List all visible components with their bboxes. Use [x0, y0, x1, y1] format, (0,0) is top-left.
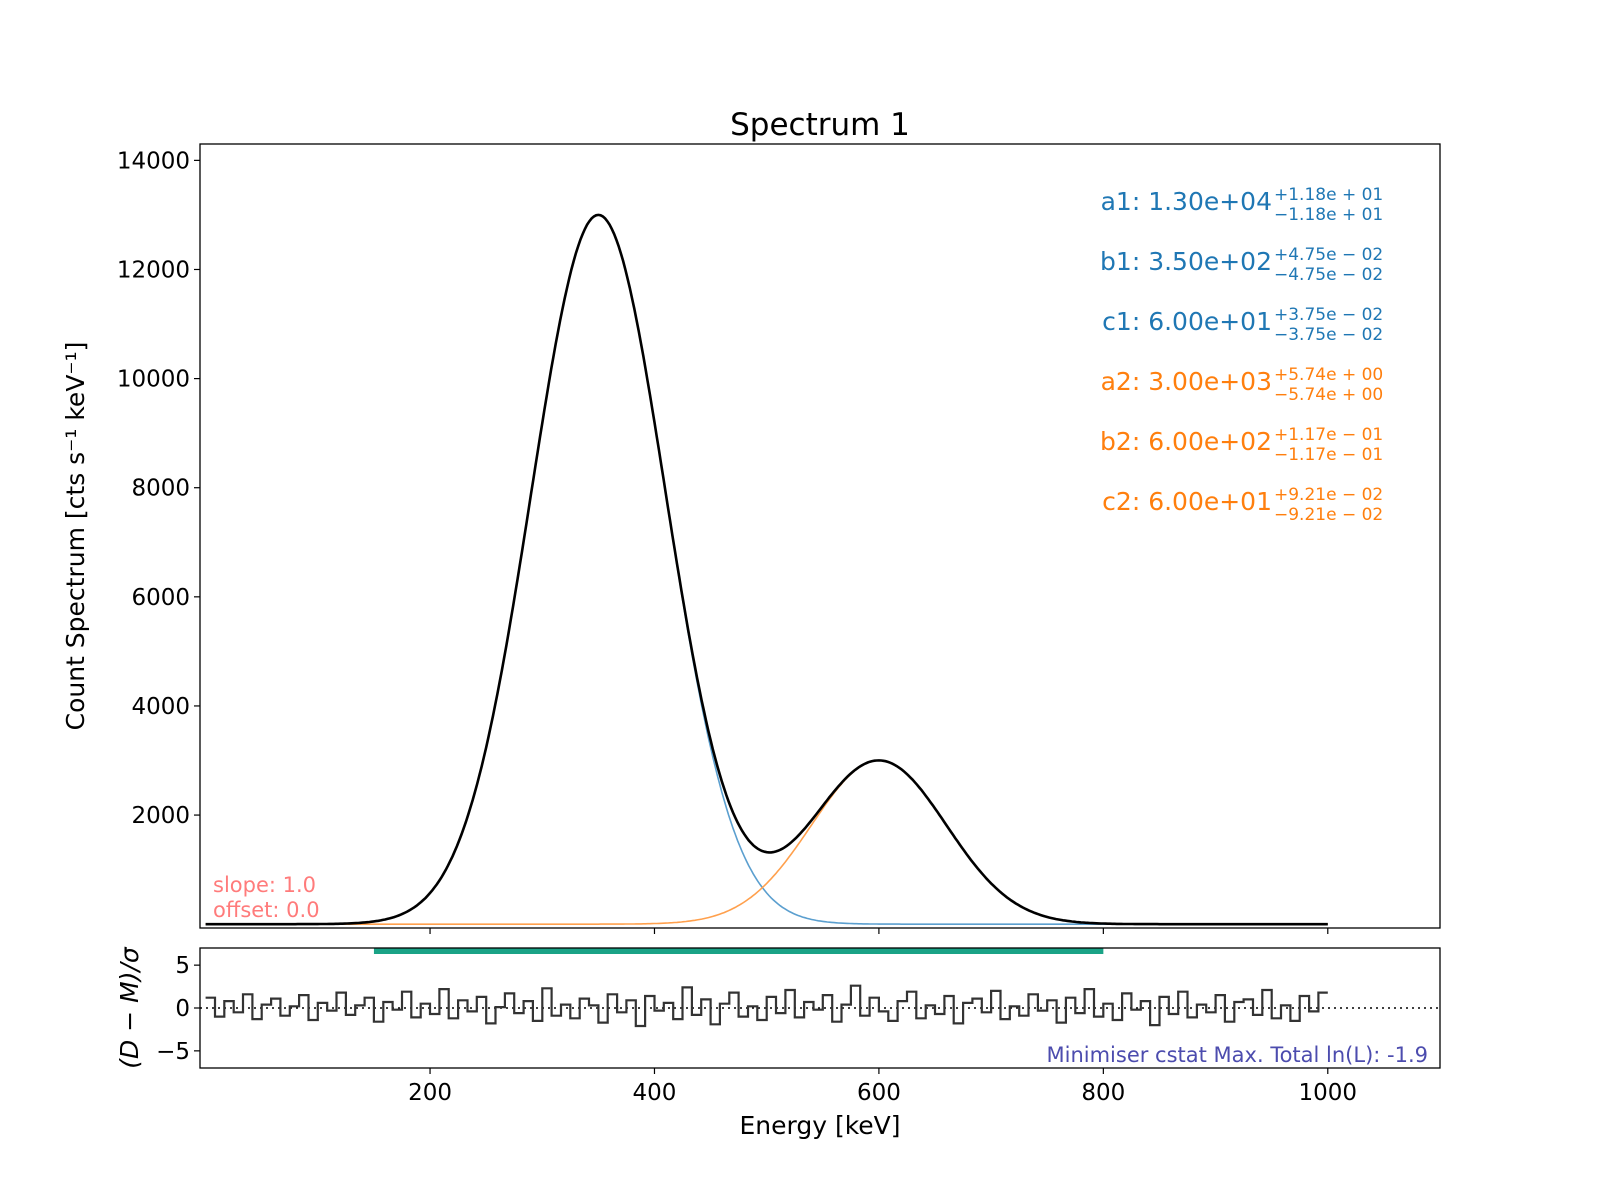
param-lower-error: −5.74e + 00: [1274, 385, 1383, 405]
y-tick-label: 12000: [117, 257, 190, 283]
param-lower-error: −9.21e − 02: [1274, 505, 1383, 525]
fit-range-bar: [373, 948, 1104, 954]
param-upper-error: +1.18e + 01: [1274, 185, 1383, 205]
y-tick-label: 14000: [117, 148, 190, 174]
param-value: b2: 6.00e+02: [1100, 427, 1272, 456]
residual-y-tick-label: 0: [175, 996, 190, 1022]
x-tick-label: 600: [857, 1080, 901, 1106]
total-model-line: [205, 213, 1328, 926]
x-tick-label: 400: [633, 1080, 677, 1106]
main-axes-frame: [199, 143, 1441, 929]
chart-title: Spectrum 1: [730, 107, 910, 143]
param-upper-error: +5.74e + 00: [1274, 365, 1383, 385]
main-plot: 2000 4000 6000 8000 10000 12000 14000 a1: 1.30e…: [117, 143, 1441, 934]
y-tick-label: 10000: [117, 367, 190, 393]
x-tick-label: 1000: [1299, 1080, 1358, 1106]
residual-plot: 5 0 −5 200 400 600 800 1000: [156, 947, 1441, 1106]
param-upper-error: +3.75e − 02: [1274, 305, 1383, 325]
y-tick-label: 4000: [131, 694, 190, 720]
residual-step-line: [205, 984, 1328, 1028]
y-tick-label: 2000: [131, 803, 190, 829]
component-2-line: [205, 759, 1328, 925]
residual-y-tick-label: −5: [156, 1039, 190, 1065]
y-tick-label: 8000: [131, 476, 190, 502]
param-value: a2: 3.00e+03: [1101, 367, 1272, 396]
param-value: b1: 3.50e+02: [1100, 247, 1272, 276]
param-lower-error: −1.17e − 01: [1274, 445, 1383, 465]
x-axis-label: Energy [keV]: [739, 1111, 900, 1140]
x-tick-label: 800: [1081, 1080, 1125, 1106]
y-tick-label: 6000: [131, 585, 190, 611]
residual-y-tick-label: 5: [175, 953, 190, 979]
offset-annotation: offset: 0.0: [213, 898, 320, 922]
param-value: a1: 1.30e+04: [1101, 187, 1272, 216]
residual-y-axis-label: (D − M)/σ: [115, 946, 144, 1069]
statistic-annotation: Minimiser cstat Max. Total ln(L): -1.9: [1047, 1043, 1429, 1067]
param-value: c2: 6.00e+01: [1102, 487, 1272, 516]
slope-annotation: slope: 1.0: [213, 873, 316, 897]
x-tick-label: 200: [408, 1080, 452, 1106]
param-upper-error: +1.17e − 01: [1274, 425, 1383, 445]
param-upper-error: +9.21e − 02: [1274, 485, 1383, 505]
param-lower-error: −4.75e − 02: [1274, 265, 1383, 285]
param-lower-error: −1.18e + 01: [1274, 205, 1383, 225]
param-upper-error: +4.75e − 02: [1274, 245, 1383, 265]
y-axis-label: Count Spectrum [cts s⁻¹ keV⁻¹]: [61, 342, 90, 731]
param-lower-error: −3.75e − 02: [1274, 325, 1383, 345]
param-value: c1: 6.00e+01: [1102, 307, 1272, 336]
